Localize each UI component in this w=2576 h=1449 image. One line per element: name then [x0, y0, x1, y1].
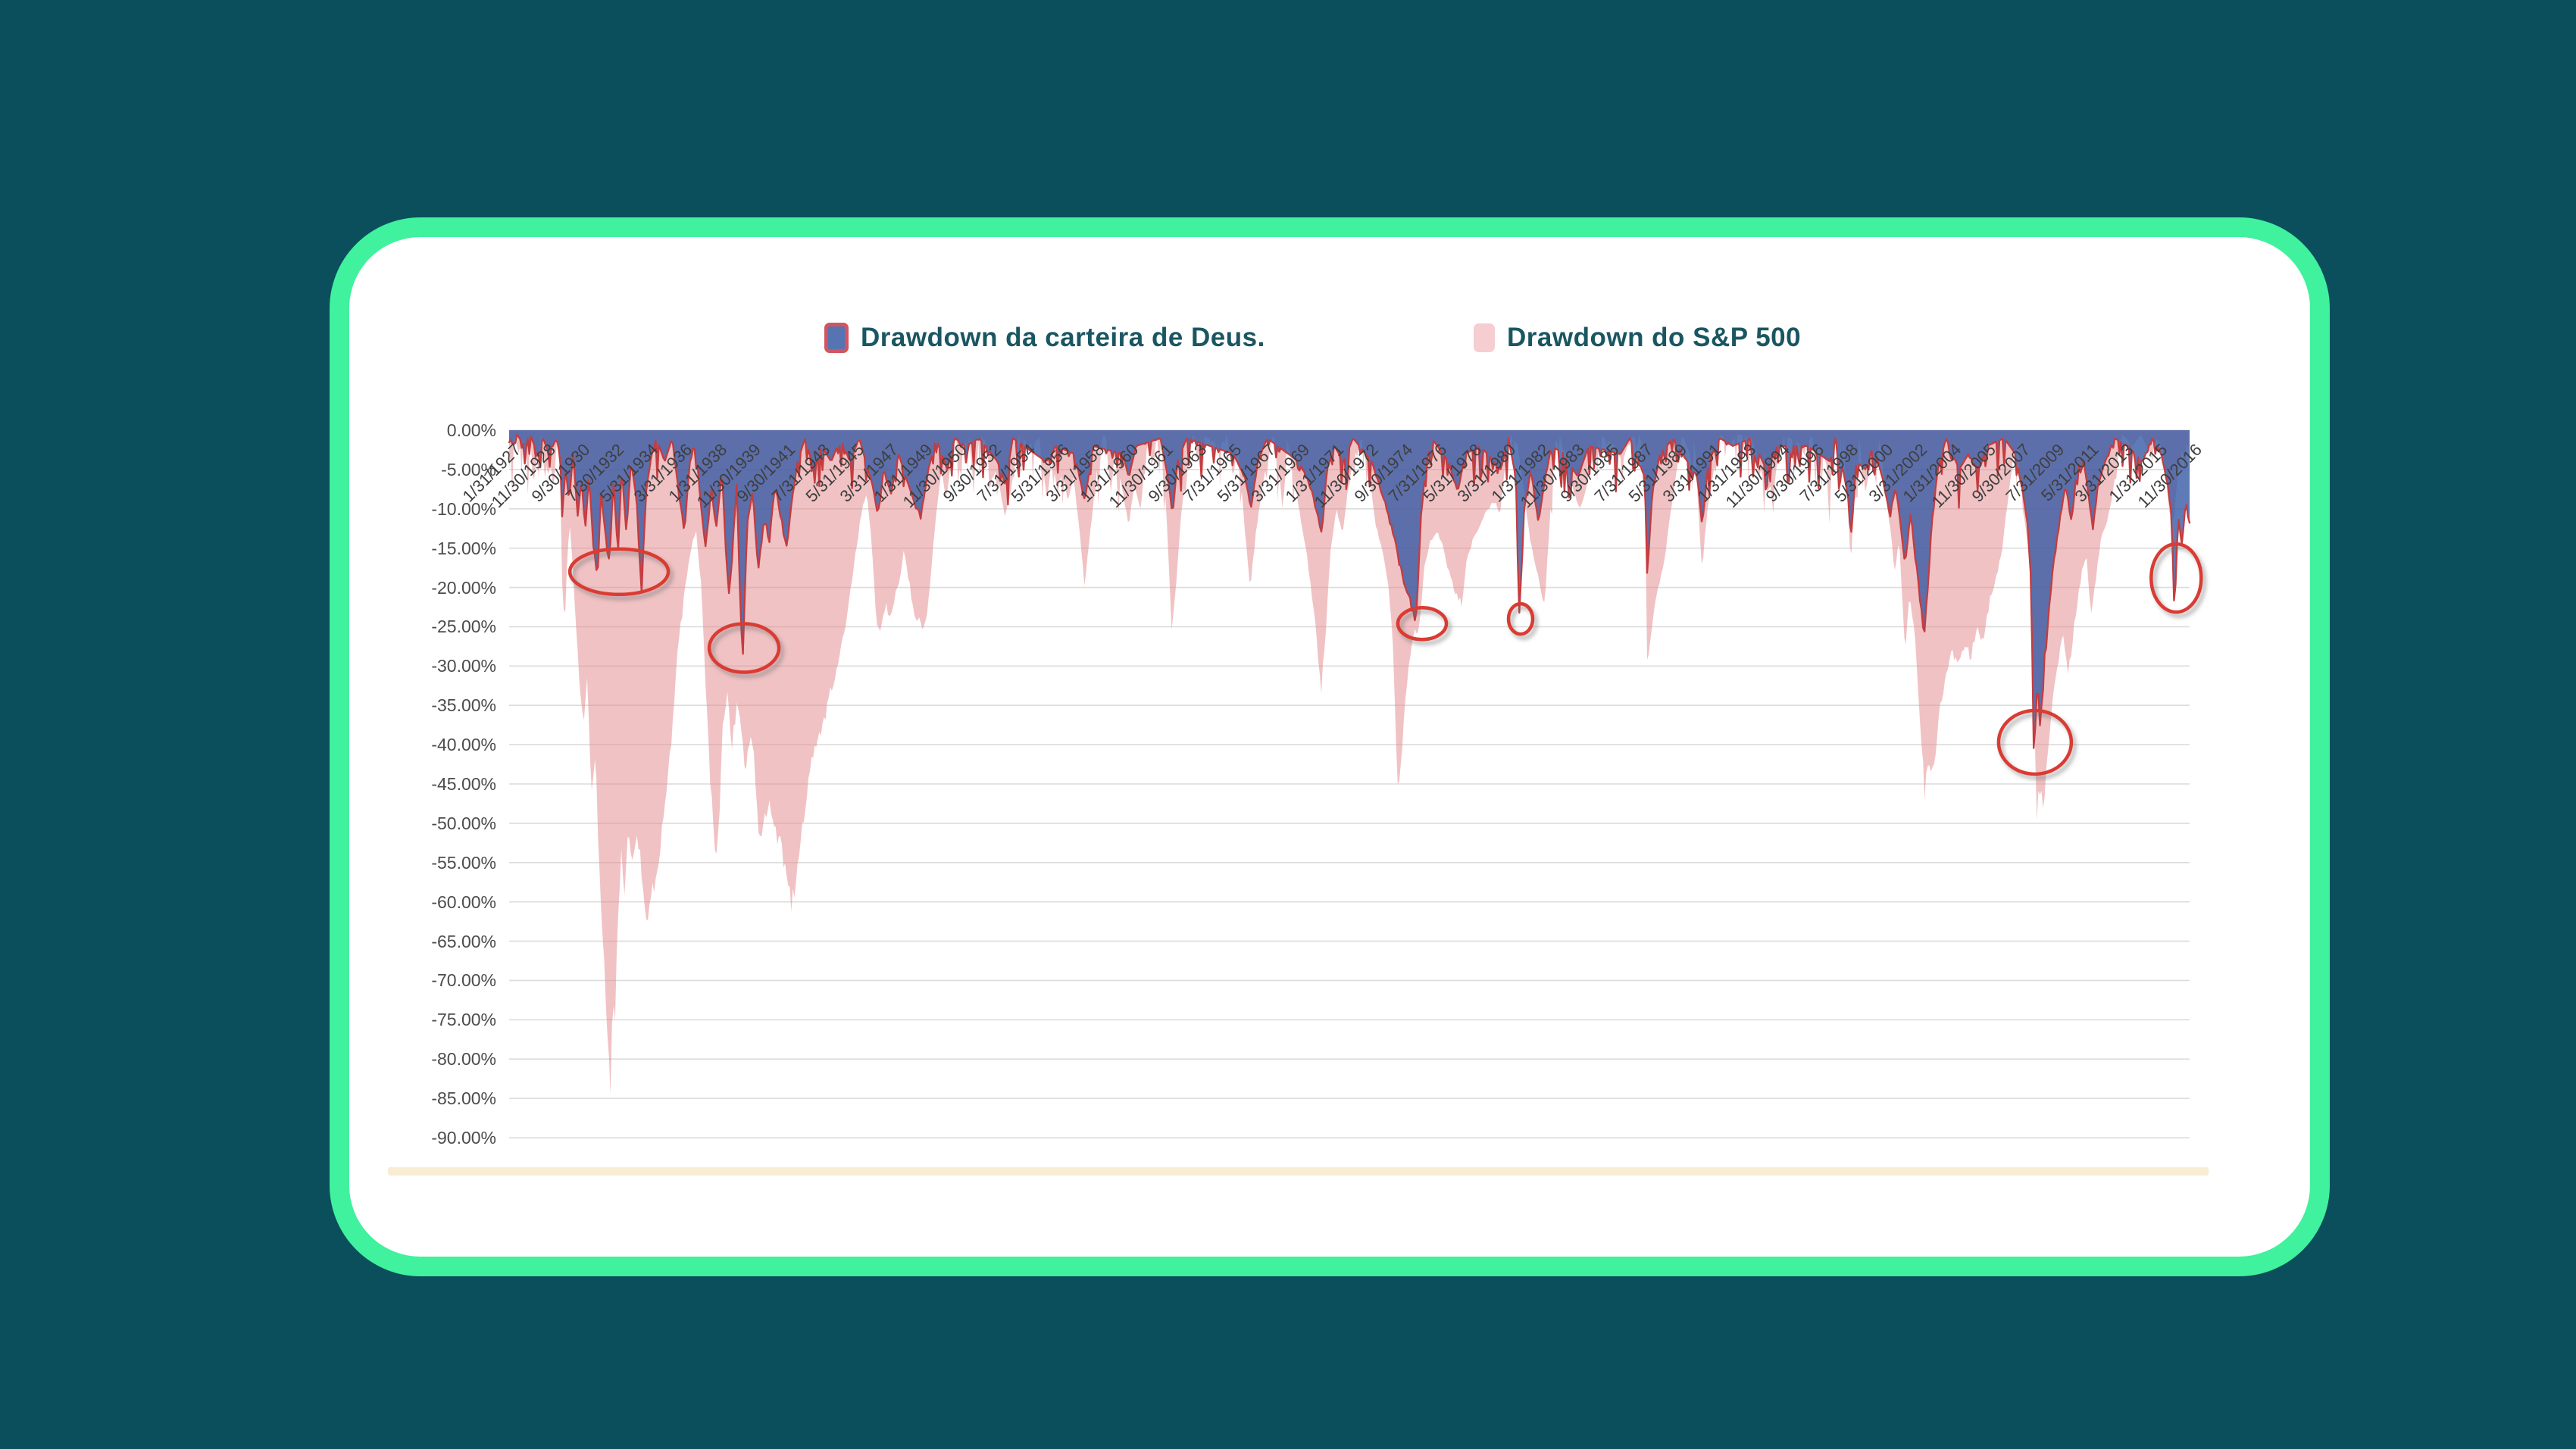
y-axis-tick-label: -85.00%: [431, 1088, 496, 1109]
annotation-ellipse: [567, 547, 671, 597]
y-axis-tick-label: -90.00%: [431, 1128, 496, 1148]
y-axis-tick-label: -5.00%: [441, 459, 496, 479]
y-axis-tick-label: -10.00%: [431, 498, 496, 519]
y-axis-tick-label: -60.00%: [431, 892, 496, 912]
y-axis-tick-label: -55.00%: [431, 852, 496, 873]
sp500-drawdown-area: [509, 430, 2190, 1095]
annotation-ellipse: [1396, 606, 1449, 642]
y-axis-tick-label: -65.00%: [431, 931, 496, 951]
annotation-ellipse: [1506, 601, 1535, 636]
carteira-drawdown-line: [508, 433, 2191, 749]
y-axis-tick-label: -30.00%: [431, 656, 496, 676]
y-axis-tick-label: -50.00%: [431, 813, 496, 833]
y-axis-tick-label: 0.00%: [446, 420, 496, 440]
y-axis-tick-label: -45.00%: [431, 774, 496, 794]
y-axis-tick-label: -15.00%: [431, 538, 496, 558]
y-axis-tick-label: -75.00%: [431, 1010, 496, 1030]
y-axis-tick-label: -80.00%: [431, 1049, 496, 1070]
y-axis-tick-label: -25.00%: [431, 617, 496, 637]
carteira-drawdown-area: [509, 430, 2190, 748]
legend-item-sp500: Drawdown do S&P 500: [1474, 320, 1801, 356]
legend-item-carteira-de-deus: Drawdown da carteira de Deus.: [824, 320, 1265, 356]
legend-label-carteira: Drawdown da carteira de Deus.: [861, 323, 1265, 352]
bottom-accent-band: [388, 1167, 2209, 1176]
chart-legend: Drawdown da carteira de Deus. Drawdown d…: [0, 320, 2576, 356]
drawdown-plot: [508, 429, 2203, 1138]
annotation-ellipse: [1996, 708, 2074, 776]
legend-label-sp500: Drawdown do S&P 500: [1507, 323, 1802, 352]
y-axis-tick-label: -40.00%: [431, 735, 496, 755]
y-axis-tick-label: -70.00%: [431, 970, 496, 991]
y-axis-tick-label: -20.00%: [431, 577, 496, 598]
y-axis-tick-label: -35.00%: [431, 695, 496, 716]
legend-marker-sp500-icon: [1474, 323, 1495, 352]
annotation-ellipse: [2149, 542, 2203, 614]
annotation-ellipse: [707, 622, 781, 674]
legend-marker-carteira-icon: [824, 323, 849, 353]
